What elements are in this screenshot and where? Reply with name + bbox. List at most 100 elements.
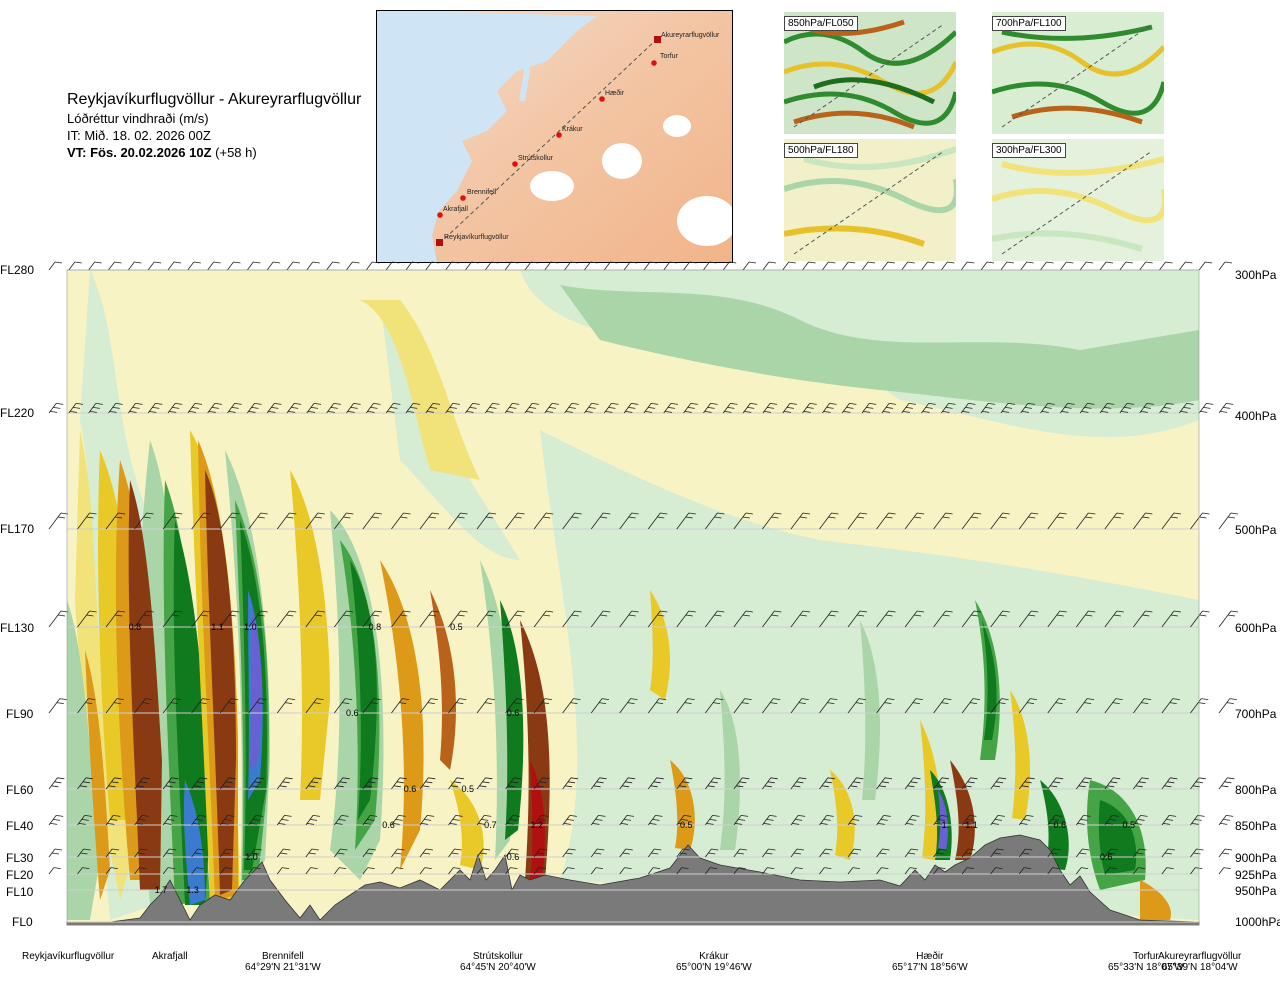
- wind-barb: [134, 867, 147, 875]
- wind-barb: [533, 512, 554, 530]
- thumb-700-map: [992, 12, 1164, 134]
- wind-barb: [590, 815, 606, 826]
- wind-barb: [305, 698, 324, 714]
- wind-barb: [248, 698, 267, 714]
- wind-barb: [676, 867, 689, 875]
- wind-barb: [1076, 512, 1096, 530]
- contour-label: 0.6: [507, 852, 520, 862]
- wind-barb: [1218, 698, 1237, 714]
- wind-barb: [134, 610, 154, 628]
- hpa-label-1000: 1000hPa: [1235, 915, 1280, 929]
- wind-barb: [476, 610, 497, 628]
- wind-barb: [1040, 261, 1054, 271]
- fl-label-90: FL90: [6, 707, 34, 721]
- wind-barb: [248, 777, 265, 790]
- hpa-label-800: 800hPa: [1235, 783, 1277, 797]
- wind-barb: [782, 261, 796, 271]
- wind-barb-row-fl20: [48, 867, 1231, 875]
- map-label-krakur: Krákur: [562, 126, 583, 133]
- wind-barb: [1018, 867, 1032, 875]
- station-strutskollur: Strútskollur 64°45'N 20°40'W: [460, 951, 536, 973]
- wind-barb: [162, 512, 183, 530]
- wind-barb: [742, 403, 758, 414]
- wind-barb: [619, 698, 638, 714]
- wind-barb: [790, 512, 811, 530]
- mid-down-band-11: [670, 760, 695, 850]
- thumb-500-map: [784, 139, 956, 261]
- wind-barb: [1218, 815, 1234, 826]
- valid-time: VT: Fös. 20.02.2026 10Z (+58 h): [67, 145, 257, 160]
- wind-barb: [533, 848, 548, 858]
- wind-barb: [162, 610, 183, 628]
- wind-barb: [647, 777, 664, 790]
- wind-barb: [960, 403, 976, 414]
- thumb-500hpa[interactable]: 500hPa/FL180: [784, 139, 956, 261]
- wind-barb: [1190, 777, 1206, 790]
- map-label-torfur: Torfur: [660, 53, 679, 60]
- wind-barb: [105, 848, 120, 858]
- wind-barb: [1018, 610, 1039, 628]
- wind-barb: [448, 512, 468, 530]
- wind-barb: [1133, 698, 1152, 714]
- wind-barb: [705, 512, 725, 530]
- thumb-850hpa[interactable]: 850hPa/FL050: [784, 12, 956, 134]
- mid-up-band-7: [500, 600, 524, 840]
- mid-up-band-21: [1098, 800, 1137, 875]
- wind-barb: [505, 610, 525, 628]
- wind-barb: [105, 777, 122, 790]
- wind-barb: [847, 512, 868, 530]
- wind-barb: [647, 610, 668, 628]
- wind-barb: [705, 848, 719, 858]
- wind-barb: [334, 610, 354, 628]
- wind-barb: [405, 403, 421, 414]
- wind-barb: [733, 610, 753, 628]
- wind-barb: [77, 777, 93, 790]
- wind-barb: [990, 610, 1010, 628]
- contour-label: 0.6: [1054, 820, 1067, 830]
- wind-barb: [147, 261, 162, 271]
- contour-label: 1.7: [155, 885, 168, 895]
- wind-barb: [564, 261, 578, 271]
- wind-barb: [1161, 815, 1177, 826]
- wind-barb: [841, 261, 856, 271]
- wind-barb: [1018, 698, 1038, 714]
- wind-barb: [1047, 610, 1067, 628]
- fl-label-280: FL280: [0, 263, 35, 277]
- wind-barb: [990, 777, 1007, 790]
- weak-up-band-12: [720, 690, 740, 850]
- wind-barb: [790, 867, 803, 875]
- wind-barb: [562, 698, 581, 714]
- thumb-300hpa[interactable]: 300hPa/FL300: [992, 139, 1164, 261]
- wind-barb: [306, 261, 320, 271]
- wind-barb: [881, 261, 895, 271]
- wind-barb: [1000, 261, 1014, 271]
- wind-barb: [901, 403, 916, 414]
- thumb-700hpa[interactable]: 700hPa/FL100: [992, 12, 1164, 134]
- wind-barb: [733, 867, 746, 875]
- wind-barb: [48, 777, 65, 790]
- wind-barb: [1139, 403, 1154, 414]
- station-akrafjall: Akrafjall: [152, 951, 188, 962]
- wind-barb: [187, 261, 201, 271]
- wind-barb: [484, 403, 500, 414]
- wind-barb: [476, 848, 491, 858]
- wind-barb: [134, 512, 154, 530]
- wind-barb: [1133, 867, 1146, 875]
- wind-barb: [676, 777, 693, 790]
- wind-barb: [391, 698, 410, 714]
- wind-barb: [1076, 867, 1089, 875]
- wind-barb: [286, 403, 302, 414]
- wind-barb: [105, 610, 126, 628]
- wind-barb: [533, 815, 549, 826]
- wind-barb: [933, 815, 948, 826]
- wind-barb: [676, 512, 696, 530]
- contour-label: 1.: [942, 820, 950, 830]
- wind-barb: [1161, 512, 1181, 530]
- contour-label: 1.1: [965, 820, 978, 830]
- wind-barb-row-fl220: [48, 403, 1234, 414]
- wind-barb: [1104, 777, 1121, 790]
- wind-barb: [1198, 403, 1214, 414]
- wind-barb: [425, 261, 439, 271]
- wind-barb: [1218, 512, 1239, 530]
